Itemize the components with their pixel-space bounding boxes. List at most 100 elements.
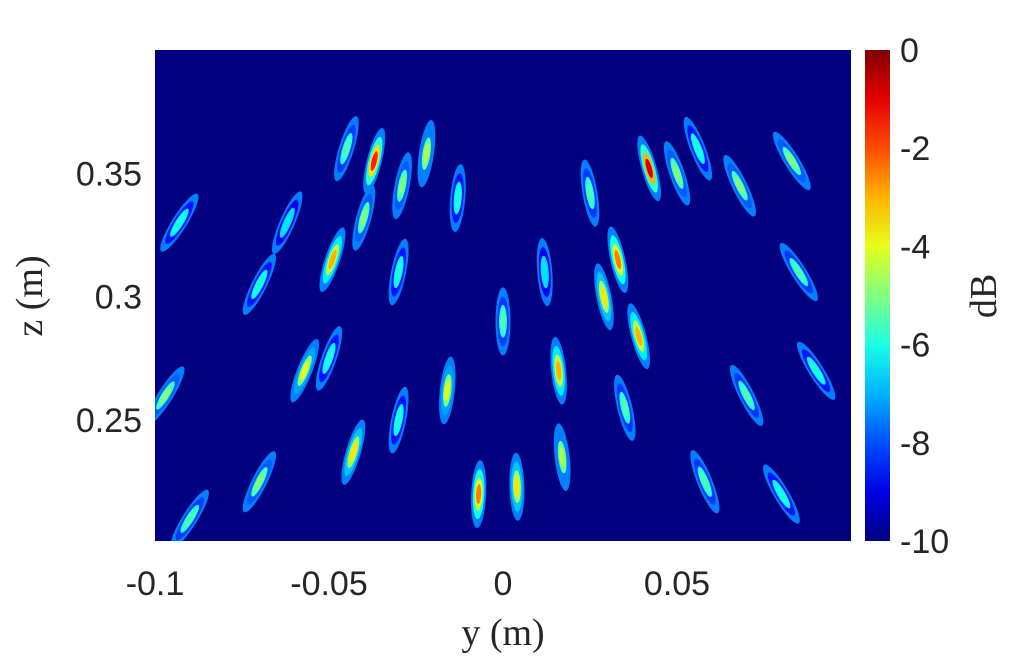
streak-layer bbox=[672, 163, 682, 183]
heatmap-streak bbox=[155, 366, 185, 425]
heatmap-streak bbox=[729, 364, 764, 427]
streak-layer bbox=[395, 262, 402, 282]
streak-layer bbox=[555, 360, 562, 381]
y-axis: 0.25 0.3 0.35 bbox=[76, 155, 142, 440]
heatmap-streak bbox=[663, 141, 691, 206]
heatmap-streak bbox=[388, 386, 409, 454]
heatmap-streak bbox=[607, 226, 629, 293]
heatmap-streak bbox=[334, 116, 359, 182]
streak-layer bbox=[159, 386, 172, 405]
x-tick-label: 0.05 bbox=[644, 565, 710, 603]
heatmap-streak bbox=[170, 489, 209, 541]
heatmap-streak bbox=[495, 287, 511, 356]
heatmap-streak bbox=[690, 450, 720, 514]
colorbar-tick-label: -4 bbox=[900, 228, 930, 266]
heatmap-streak bbox=[797, 341, 836, 400]
streak-layer bbox=[786, 152, 798, 170]
x-tick-label: -0.1 bbox=[126, 565, 185, 603]
streak-layer bbox=[254, 275, 265, 294]
heatmap-streak bbox=[627, 303, 651, 370]
x-tick-label: -0.05 bbox=[290, 565, 368, 603]
streak-layer bbox=[184, 510, 196, 528]
heatmap-streak bbox=[763, 464, 800, 524]
colorbar-tick-label: 0 bbox=[900, 32, 919, 70]
heatmap-streak bbox=[637, 135, 661, 202]
streak-layer bbox=[635, 326, 643, 346]
colorbar-tick-label: -8 bbox=[900, 425, 930, 463]
heatmap-streak bbox=[449, 164, 466, 232]
colorbar-tick-label: -2 bbox=[900, 130, 930, 168]
streak-layer bbox=[254, 472, 265, 491]
heatmap-streak bbox=[550, 336, 567, 405]
streak-layer bbox=[693, 139, 703, 159]
heatmap-streak bbox=[388, 238, 409, 306]
colorbar-label: dB bbox=[963, 274, 1005, 318]
streak-layer bbox=[542, 262, 548, 283]
streak-layer bbox=[349, 442, 358, 462]
streak-layer bbox=[500, 311, 506, 332]
streak-layer bbox=[423, 143, 430, 164]
streak-layer bbox=[370, 151, 378, 171]
heatmap-streak bbox=[319, 227, 346, 293]
streak-layer bbox=[324, 348, 334, 368]
heatmap-streak bbox=[470, 460, 487, 529]
streak-layer bbox=[700, 472, 710, 492]
heatmap-streak bbox=[509, 452, 525, 521]
heatmap-streak bbox=[594, 263, 614, 331]
streak-layer bbox=[741, 386, 752, 405]
y-tick-label: 0.25 bbox=[76, 402, 142, 440]
heatmap-streak bbox=[341, 419, 366, 485]
y-tick-label: 0.3 bbox=[95, 279, 142, 317]
streak-layer bbox=[300, 361, 310, 381]
heatmap-streak bbox=[614, 374, 636, 441]
streak-layer bbox=[600, 286, 608, 307]
streak-layer bbox=[810, 362, 822, 380]
colorbar-ticks: 0 -2 -4 -6 -8 -10 bbox=[900, 32, 949, 561]
streak-layer bbox=[328, 250, 337, 270]
streak-layer bbox=[173, 214, 186, 232]
heatmap-streak bbox=[580, 159, 600, 227]
heatmap-streak bbox=[723, 154, 756, 217]
heatmap-streak bbox=[160, 193, 199, 252]
streak-layer bbox=[514, 476, 520, 497]
x-axis-label: y (m) bbox=[461, 612, 544, 654]
streak-layer bbox=[395, 410, 402, 430]
heatmap-streak bbox=[242, 253, 277, 315]
heatmap-streak bbox=[536, 238, 553, 306]
heatmap-streak bbox=[417, 119, 436, 188]
x-tick-label: 0 bbox=[494, 565, 513, 603]
streak-layer bbox=[559, 447, 566, 468]
heatmap-streak bbox=[315, 326, 343, 391]
streak-layer bbox=[342, 139, 351, 159]
streak-layer bbox=[645, 158, 653, 179]
heatmap-streak bbox=[439, 356, 456, 425]
streak-layer bbox=[444, 380, 451, 401]
streak-layer bbox=[614, 249, 622, 270]
heatmap-streak bbox=[352, 184, 376, 251]
streak-layer bbox=[360, 208, 368, 228]
streak-layer bbox=[282, 213, 292, 232]
heatmap-field bbox=[155, 116, 836, 541]
x-axis: -0.1 -0.05 0 0.05 bbox=[126, 565, 710, 603]
heatmap-streak bbox=[392, 152, 412, 220]
streak-layer bbox=[793, 263, 805, 281]
heatmap-streak bbox=[242, 451, 277, 513]
heatmap-streak bbox=[772, 131, 811, 191]
colorbar-tick-label: -6 bbox=[900, 327, 930, 365]
heatmap-streak bbox=[553, 423, 571, 491]
heatmap-streak bbox=[272, 191, 303, 255]
y-axis-label: z (m) bbox=[9, 255, 51, 336]
colorbar-tick-label: -10 bbox=[900, 523, 949, 561]
heatmap-streak bbox=[363, 127, 386, 195]
colorbar bbox=[865, 50, 890, 541]
heatmap-streak bbox=[683, 116, 713, 181]
heatmap-streak bbox=[290, 339, 319, 403]
streak-layer bbox=[734, 176, 745, 195]
heatmap-streak bbox=[779, 242, 818, 302]
streak-layer bbox=[475, 484, 482, 505]
y-tick-label: 0.35 bbox=[76, 155, 142, 193]
streak-layer bbox=[398, 175, 406, 196]
streak-layer bbox=[621, 398, 629, 418]
streak-layer bbox=[775, 485, 787, 503]
